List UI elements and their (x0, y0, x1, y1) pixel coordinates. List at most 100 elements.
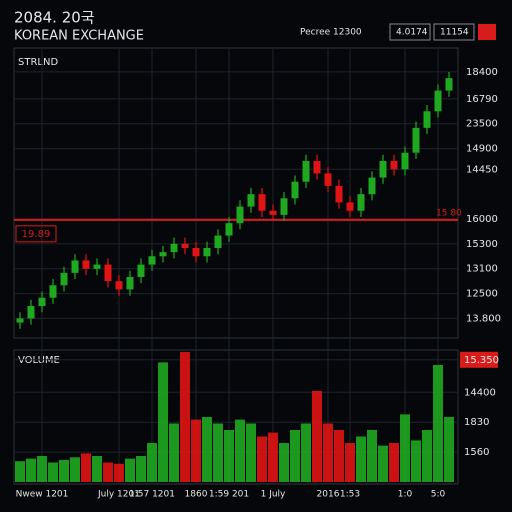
volume-bar (268, 432, 278, 482)
y-tick-label: 18400 (466, 67, 498, 78)
x-tick-label: 1:57 1201 (129, 490, 175, 500)
candle-body (93, 264, 101, 269)
volume-bar (26, 458, 36, 482)
chart-subtitle: KOREAN EXCHANGE (14, 29, 144, 44)
candle-body (225, 223, 233, 236)
x-tick-label: 1:59 201 (209, 490, 249, 500)
price-panel (13, 47, 459, 339)
volume-bar (378, 445, 388, 482)
candle-body (27, 306, 35, 319)
candle-body (335, 185, 343, 203)
candle-body (280, 198, 288, 215)
candle-body (445, 78, 453, 91)
x-tick-label: 1:0 (398, 490, 413, 500)
x-tick-label: 1860 (185, 490, 208, 500)
candle-body (38, 297, 46, 306)
y-tick-label: 14900 (466, 144, 498, 155)
x-tick-label: 2016 (317, 490, 340, 500)
y-tick-label: 23500 (466, 119, 498, 130)
volume-bar (158, 362, 168, 482)
y-tick-label: 1830 (464, 417, 489, 428)
candle-body (82, 260, 90, 269)
candle-body (346, 202, 354, 211)
y-tick-label: 15300 (466, 239, 498, 250)
candle-body (313, 161, 321, 174)
candle-body (269, 210, 277, 215)
volume-bar (433, 365, 443, 482)
volume-bar (224, 430, 234, 482)
volume-bar (279, 443, 289, 482)
label-box (460, 351, 498, 368)
y-tick-label: 15.350 (464, 355, 499, 366)
candle-body (115, 281, 123, 290)
candle-body (236, 206, 244, 224)
volume-bar (48, 462, 58, 482)
volume-bar (334, 430, 344, 482)
y-tick-label: 14450 (466, 164, 498, 175)
volume-bar (422, 430, 432, 482)
info-text: 11154 (440, 28, 469, 38)
volume-bar (246, 423, 256, 482)
candle-body (401, 152, 409, 170)
y-tick-label: 12500 (466, 289, 498, 300)
y-tick-label: 14400 (464, 387, 496, 398)
volume-bar (235, 419, 245, 482)
candle-body (104, 264, 112, 282)
volume-bar (191, 419, 201, 482)
volume-bar (213, 423, 223, 482)
volume-bar (15, 461, 25, 482)
volume-bar (400, 414, 410, 482)
y-tick-label: 1560 (464, 447, 489, 458)
candle-body (16, 318, 24, 323)
volume-bar (103, 462, 113, 482)
candle-body (390, 161, 398, 170)
volume-bar (367, 430, 377, 482)
volume-bar (70, 457, 80, 482)
volume-bar (136, 456, 146, 482)
reference-label: 15 80 (436, 208, 462, 218)
volume-panel (13, 349, 459, 485)
volume-bar (356, 436, 366, 482)
candle-body (302, 161, 310, 182)
volume-bar (147, 443, 157, 482)
chart-title: 2084. 20국 (14, 9, 95, 27)
reference-label: 19.89 (22, 229, 51, 240)
candle-body (379, 161, 387, 178)
candle-body (137, 264, 145, 277)
volume-bar (444, 417, 454, 482)
panel-label: VOLUME (18, 355, 60, 366)
volume-bar (323, 423, 333, 482)
candle-body (181, 243, 189, 248)
candle-body (247, 194, 255, 207)
candle-body (126, 277, 134, 290)
volume-bar (169, 423, 179, 482)
panel-label: STRLND (18, 57, 58, 68)
volume-bar (345, 443, 355, 482)
candle-body (258, 194, 266, 211)
info-box (433, 23, 475, 41)
y-tick-label: 13.800 (466, 313, 501, 324)
volume-bar (389, 443, 399, 482)
candle-body (192, 248, 200, 257)
x-tick-label: 1 July (261, 490, 286, 500)
volume-bar (180, 352, 190, 482)
y-tick-label: 16000 (466, 214, 498, 225)
label-box (15, 225, 57, 243)
volume-bar (312, 391, 322, 482)
volume-bar (290, 430, 300, 482)
x-tick-label: Nwew 1201 (16, 490, 69, 500)
menu-button[interactable] (478, 24, 496, 40)
candle-body (148, 256, 156, 265)
volume-bar (59, 459, 69, 482)
candle-body (159, 252, 167, 257)
info-box (389, 23, 431, 41)
x-tick-label: 5:0 (431, 490, 446, 500)
info-text: 4.0174 (396, 28, 428, 38)
volume-bar (257, 436, 267, 482)
volume-bar (92, 456, 102, 482)
candle-body (60, 272, 68, 286)
candle-body (291, 181, 299, 199)
volume-bar (202, 417, 212, 482)
y-tick-label: 16790 (466, 94, 498, 105)
